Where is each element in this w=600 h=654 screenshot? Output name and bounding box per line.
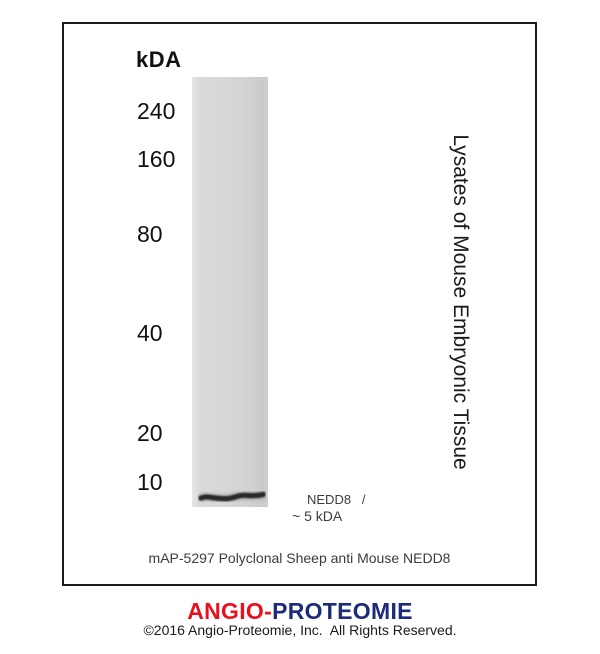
mw-marker-160: 160 bbox=[137, 146, 176, 172]
copyright-text: ©2016 Angio-Proteomie, Inc. All Rights R… bbox=[143, 622, 457, 638]
sample-lane-label: Lysates of Mouse Embryonic Tissue bbox=[449, 134, 472, 470]
mw-marker-10: 10 bbox=[137, 469, 163, 495]
band-size-label: ~ 5 kDA bbox=[292, 508, 343, 524]
brand-logo-text: ANGIO-PROTEOMIE bbox=[0, 598, 600, 625]
protein-band bbox=[198, 490, 266, 503]
gel-lane bbox=[192, 77, 268, 507]
brand-second-part: PROTEOMIE bbox=[272, 598, 413, 624]
kda-unit-label: kDA bbox=[136, 47, 182, 72]
mw-marker-20: 20 bbox=[137, 420, 163, 446]
antibody-caption: mAP-5297 Polyclonal Sheep anti Mouse NED… bbox=[148, 550, 451, 566]
mw-marker-40: 40 bbox=[137, 320, 163, 346]
band-protein-label: NEDD8 / bbox=[307, 492, 366, 507]
brand-first-part: ANGIO- bbox=[187, 598, 273, 624]
blot-panel-border bbox=[62, 22, 537, 586]
mw-marker-240: 240 bbox=[137, 98, 176, 124]
mw-marker-80: 80 bbox=[137, 221, 163, 247]
band-path bbox=[198, 491, 266, 502]
